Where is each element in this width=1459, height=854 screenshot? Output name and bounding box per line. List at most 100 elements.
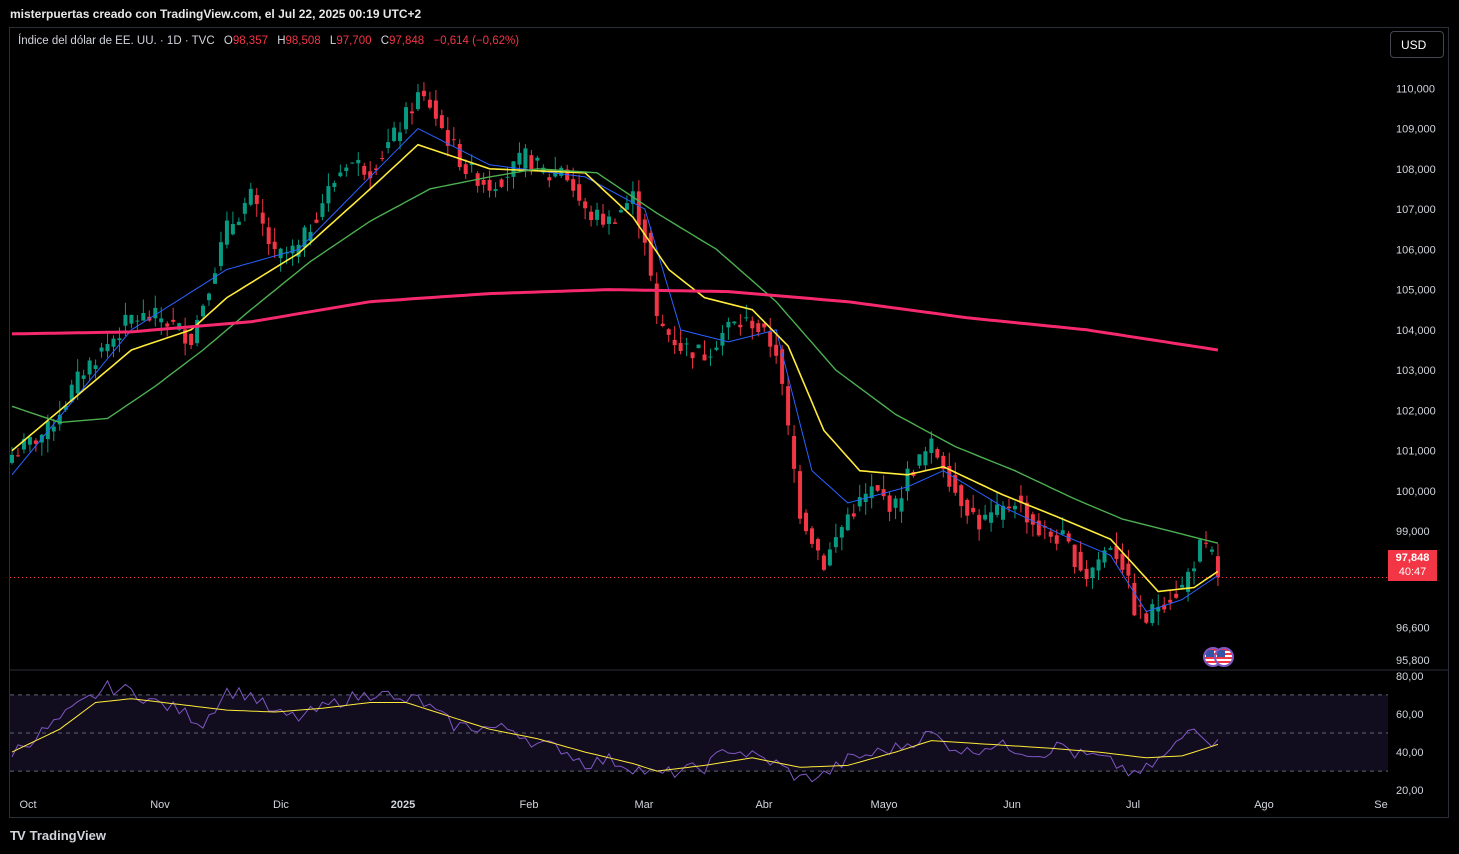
candle-body	[684, 343, 689, 345]
candle-body	[314, 219, 319, 223]
candle-body	[839, 527, 844, 538]
ma_green-line	[11, 168, 1219, 544]
candle-body	[708, 356, 713, 358]
candle-body	[141, 312, 146, 321]
candle-body	[1198, 539, 1203, 562]
candle-body	[750, 320, 755, 329]
us-flag-icon[interactable]	[1214, 647, 1234, 667]
rsi-axis-tick: 80,00	[1396, 671, 1424, 683]
candle-body	[254, 195, 259, 205]
date-axis-label: Mayo	[871, 799, 898, 811]
candle-body	[989, 512, 994, 523]
candle-body	[1162, 604, 1167, 610]
open-value: 98,357	[232, 35, 268, 47]
candle-body	[732, 321, 737, 324]
price-axis-tick: 99,000	[1396, 526, 1430, 538]
candle-body	[577, 184, 582, 201]
rsi-axis-tick: 60,00	[1396, 709, 1424, 721]
candle-body	[386, 142, 391, 149]
candle-body	[875, 485, 880, 491]
date-axis-label: Mar	[635, 799, 654, 811]
candle-body	[57, 414, 62, 425]
candle-body	[69, 384, 74, 403]
candle-body	[714, 347, 719, 350]
candle-body	[762, 323, 767, 328]
tradingview-logo-icon: TV	[10, 828, 26, 843]
candle-body	[702, 354, 707, 361]
candle-body	[666, 329, 671, 335]
date-axis-label: Nov	[150, 799, 170, 811]
candle-body	[809, 528, 814, 544]
candle-body	[415, 92, 420, 110]
candle-body	[815, 539, 820, 551]
candle-body	[356, 159, 361, 164]
candle-body	[744, 317, 749, 319]
candle-body	[1156, 606, 1161, 612]
candle-body	[493, 189, 498, 191]
candle-body	[780, 349, 785, 384]
candle-body	[207, 293, 212, 301]
date-axis-label: 2025	[391, 799, 415, 811]
currency-button[interactable]: USD	[1390, 31, 1444, 58]
high-value: 98,508	[285, 35, 321, 47]
candle-body	[798, 471, 803, 519]
candle-body	[1090, 567, 1095, 579]
candle-body	[404, 107, 409, 130]
candle-body	[409, 111, 414, 114]
candle-body	[1174, 593, 1179, 598]
candle-body	[965, 499, 970, 516]
price-axis-tick: 100,000	[1396, 486, 1436, 498]
candle-body	[923, 451, 928, 466]
candle-body	[529, 155, 534, 171]
candle-body	[654, 283, 659, 316]
candle-body	[1024, 502, 1029, 523]
candle-body	[499, 179, 504, 187]
candle-body	[481, 179, 486, 185]
candle-body	[893, 498, 898, 508]
candle-body	[1096, 559, 1101, 571]
candle-body	[439, 115, 444, 129]
economic-events[interactable]	[1203, 647, 1234, 667]
candle-body	[738, 324, 743, 328]
candle-body	[977, 514, 982, 530]
candle-body	[368, 171, 373, 179]
candle-body	[1132, 582, 1137, 616]
candle-body	[290, 245, 295, 254]
candle-body	[804, 512, 809, 532]
candle-body	[696, 344, 701, 349]
candle-body	[1084, 568, 1089, 580]
candle-body	[672, 339, 677, 346]
candle-body	[660, 323, 665, 327]
candle-body	[541, 167, 546, 173]
candle-body	[302, 227, 307, 248]
candle-body	[786, 386, 791, 426]
low-label: L	[329, 35, 337, 47]
date-axis-label: Se	[1374, 799, 1387, 811]
candle-body	[392, 127, 397, 142]
candle-body	[87, 360, 92, 375]
candle-body	[183, 329, 188, 344]
price-axis-tick: 104,000	[1396, 325, 1436, 337]
price-axis-tick: 107,000	[1396, 204, 1436, 216]
candle-body	[362, 165, 367, 175]
date-axis-label: Ago	[1254, 799, 1274, 811]
candle-body	[624, 203, 629, 210]
candle-body	[935, 449, 940, 458]
candle-body	[463, 164, 468, 174]
candle-body	[117, 338, 122, 341]
price-axis-tick: 106,000	[1396, 244, 1436, 256]
candle-body	[457, 144, 462, 168]
candle-body	[75, 371, 80, 394]
candle-body	[326, 186, 331, 204]
candle-body	[218, 242, 223, 267]
candle-body	[547, 177, 552, 181]
candle-body	[953, 474, 958, 493]
candle-body	[433, 100, 438, 119]
candle-body	[589, 211, 594, 221]
candle-body	[487, 179, 492, 191]
candle-body	[308, 231, 313, 241]
candle-body	[421, 90, 426, 97]
close-label: C	[380, 35, 390, 47]
candle-body	[947, 465, 952, 487]
